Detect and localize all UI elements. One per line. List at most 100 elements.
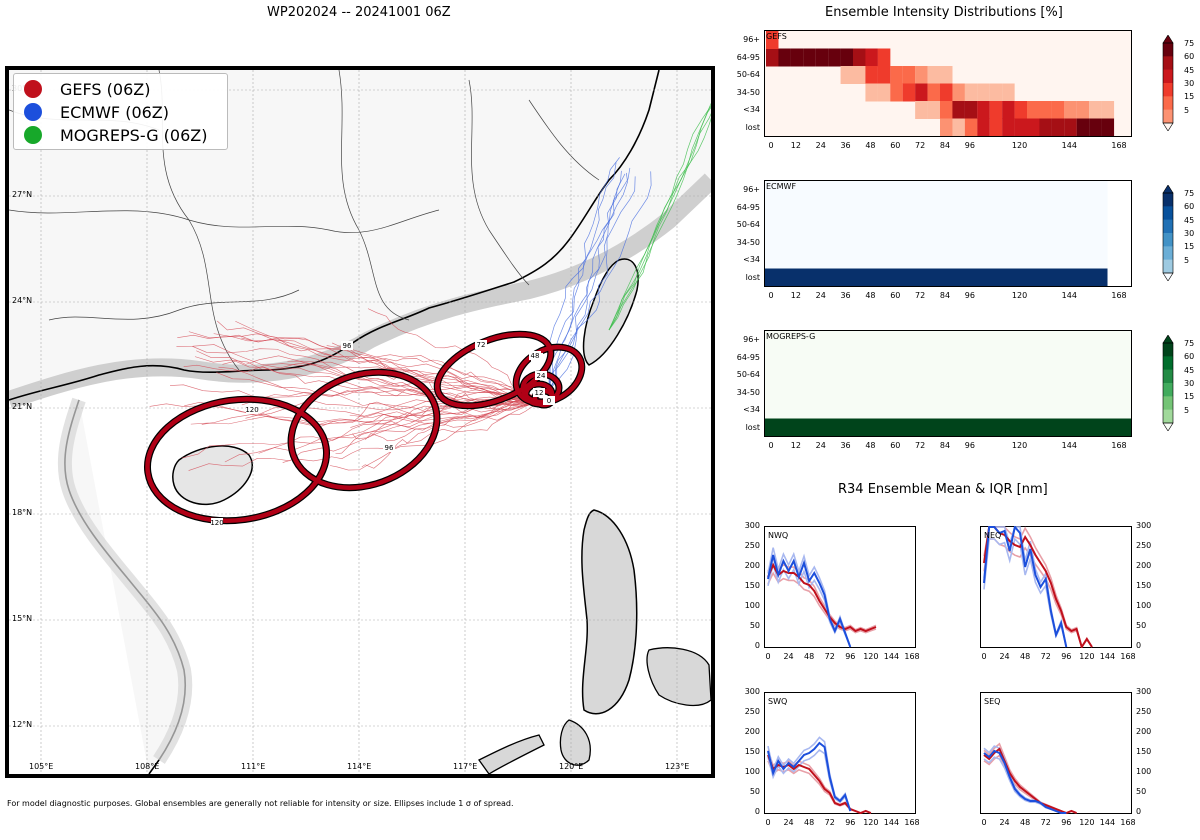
gefs-track bbox=[258, 397, 545, 454]
colorbar-segment bbox=[1163, 69, 1173, 84]
track-map[interactable]: 012243648729696120120 30°N27°N24°N21°N18… bbox=[5, 66, 715, 778]
colorbar-segment bbox=[1163, 109, 1173, 124]
r34-x-label: 48 bbox=[1020, 818, 1031, 827]
r34-y-label: 250 bbox=[744, 707, 760, 716]
r34-x-label: 72 bbox=[1040, 818, 1051, 827]
svg-text:0: 0 bbox=[547, 397, 551, 405]
heatmap-blank bbox=[1107, 181, 1131, 286]
gefs-track bbox=[335, 399, 545, 455]
colorbar-tick: 15 bbox=[1184, 242, 1195, 252]
heatmap-cell bbox=[840, 66, 854, 84]
r34-x-label: 48 bbox=[804, 818, 815, 827]
r34-x-label: 120 bbox=[1079, 818, 1095, 827]
r34-quadrant-label: NEQ bbox=[984, 531, 1002, 540]
colorbar-segment bbox=[1163, 43, 1173, 57]
lat-label: 12°N bbox=[12, 720, 33, 729]
intensity-x-label: 84 bbox=[939, 141, 951, 150]
svg-text:96: 96 bbox=[343, 342, 352, 350]
r34-x-label: 72 bbox=[824, 652, 835, 661]
gefs-track bbox=[177, 333, 545, 401]
r34-frame bbox=[764, 692, 916, 814]
lat-label: 27°N bbox=[12, 190, 33, 199]
r34-x-label: 72 bbox=[824, 818, 835, 827]
heatmap-cell bbox=[1002, 83, 1015, 102]
intensity-x-label: 72 bbox=[915, 291, 926, 300]
lon-label: 123°E bbox=[665, 762, 690, 771]
legend-label: GEFS (06Z) bbox=[60, 79, 151, 99]
colorbar-tick: 45 bbox=[1184, 365, 1195, 375]
heatmap-cell bbox=[877, 48, 891, 67]
heatmap-cell bbox=[1101, 101, 1115, 119]
colorbar bbox=[1162, 35, 1174, 131]
heatmap-cell bbox=[803, 48, 816, 67]
intensity-y-label: 34-50 bbox=[736, 237, 760, 247]
ecmwf-track bbox=[548, 171, 652, 391]
intensity-y-label: 96+ bbox=[743, 335, 760, 344]
track-time-label: 0 bbox=[543, 396, 555, 405]
r34-y-label: 50 bbox=[749, 621, 760, 630]
r34-x-label: 168 bbox=[1120, 818, 1136, 827]
intensity-x-label: 36 bbox=[840, 141, 851, 150]
heatmap-cell bbox=[1027, 101, 1040, 119]
gefs-track bbox=[354, 371, 545, 409]
r34-x-label: 144 bbox=[1099, 652, 1116, 661]
r34-iqr-ecmwf bbox=[767, 748, 852, 812]
heatmap-cell bbox=[964, 101, 978, 119]
intensity-panel-ecmwf: ECMWF bbox=[764, 180, 1132, 287]
r34-panel-swq bbox=[764, 692, 916, 814]
lon-label: 120°E bbox=[559, 762, 584, 771]
heatmap-cell bbox=[1076, 101, 1090, 119]
colorbar-tick: 5 bbox=[1184, 255, 1190, 265]
r34-frame bbox=[980, 526, 1132, 648]
intensity-x-label: 60 bbox=[890, 291, 901, 300]
svg-text:96: 96 bbox=[385, 444, 394, 452]
heatmap-cell bbox=[989, 118, 1003, 137]
intensity-y-label: 96+ bbox=[743, 35, 760, 44]
heatmap-cell bbox=[940, 118, 953, 137]
svg-text:48: 48 bbox=[531, 352, 540, 360]
coast-shading bbox=[9, 173, 711, 409]
colorbar-segment bbox=[1163, 83, 1173, 97]
intensity-heatmap bbox=[765, 331, 1131, 436]
intensity-y-label: 96+ bbox=[743, 185, 760, 194]
mogreps-track bbox=[608, 102, 711, 331]
svg-text:120: 120 bbox=[210, 519, 223, 527]
r34-y-label: 0 bbox=[1136, 807, 1142, 816]
track-time-label: 96 bbox=[341, 341, 353, 350]
heatmap-cell bbox=[952, 83, 965, 102]
colorbar-tick: 75 bbox=[1184, 39, 1195, 48]
heatmap-cell bbox=[915, 66, 928, 84]
colorbar-tick: 30 bbox=[1184, 79, 1195, 88]
gefs-track bbox=[245, 399, 545, 430]
mogreps-track bbox=[608, 106, 711, 331]
colorbar-top-cap bbox=[1162, 185, 1174, 194]
gefs-track bbox=[170, 384, 545, 404]
r34-x-label: 48 bbox=[1020, 652, 1031, 661]
heatmap-cell bbox=[1089, 101, 1102, 119]
heatmap-cell bbox=[1089, 118, 1102, 137]
heatmap-cell bbox=[952, 101, 965, 119]
heatmap-cell bbox=[940, 83, 953, 102]
heatmap-cell bbox=[853, 48, 866, 67]
heatmap-cell bbox=[952, 118, 965, 137]
heatmap-cell bbox=[1039, 118, 1052, 137]
r34-x-label: 24 bbox=[783, 818, 794, 827]
r34-y-label: 300 bbox=[744, 687, 760, 696]
legend-item-mogreps: MOGREPS-G (06Z) bbox=[24, 124, 207, 146]
intensity-x-label: 168 bbox=[1111, 441, 1127, 450]
gefs-track bbox=[188, 331, 545, 401]
r34-y-label: 0 bbox=[1136, 641, 1142, 650]
track-time-label: 48 bbox=[529, 351, 541, 360]
intensity-x-label: 96 bbox=[964, 141, 975, 150]
colorbar-tick: 60 bbox=[1184, 352, 1195, 362]
r34-x-label: 48 bbox=[804, 652, 815, 661]
r34-y-label: 200 bbox=[744, 727, 760, 736]
r34-y-label: 100 bbox=[744, 767, 760, 776]
r34-x-label: 24 bbox=[999, 818, 1010, 827]
r34-quadrant-label: SWQ bbox=[768, 697, 788, 706]
r34-mean-gefs bbox=[767, 562, 877, 633]
r34-mean-ecmwf bbox=[767, 741, 852, 812]
legend-label: MOGREPS-G (06Z) bbox=[60, 125, 208, 145]
r34-y-label: 300 bbox=[744, 521, 760, 530]
legend-item-gefs: GEFS (06Z) bbox=[24, 78, 150, 100]
